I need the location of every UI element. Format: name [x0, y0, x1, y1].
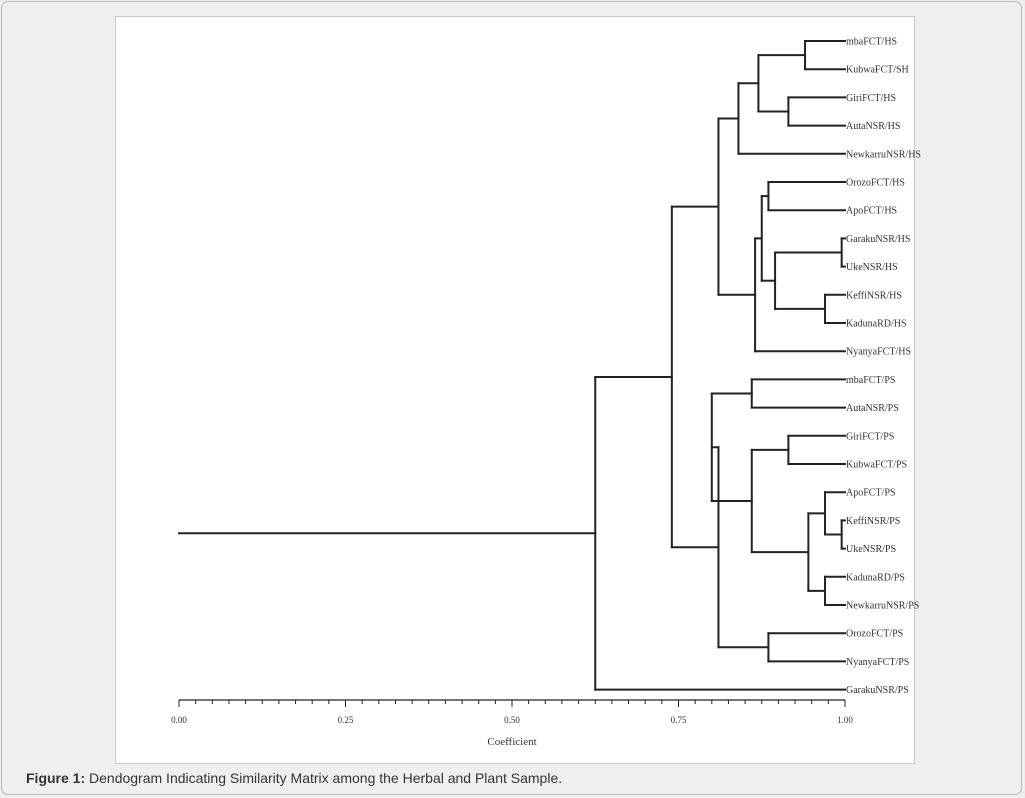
- x-axis-ticks: 0.00 0.25 0.50 0.75 1.00: [171, 700, 853, 725]
- plot-area: [115, 16, 915, 764]
- leaf-label: GiriFCT/PS: [846, 431, 894, 442]
- leaf-label: NyanyaFCT/HS: [846, 347, 911, 358]
- leaf-label: GarakuNSR/PS: [846, 685, 909, 696]
- tick-label: 0.25: [338, 715, 354, 725]
- leaf-label: GarakuNSR/HS: [846, 234, 910, 245]
- leaf-label: KadunaRD/HS: [846, 319, 907, 330]
- tick-label: 1.00: [837, 715, 853, 725]
- leaf-label: mbaFCT/HS: [846, 37, 897, 48]
- leaf-label: NewkarruNSR/PS: [846, 601, 919, 612]
- x-axis-title: Coefficient: [487, 736, 536, 748]
- tick-label: 0.50: [504, 715, 520, 725]
- leaf-label: NewkarruNSR/HS: [846, 149, 921, 160]
- leaf-label: KubwaFCT/SH: [846, 65, 909, 76]
- x-axis: 0.00 0.25 0.50 0.75 1.00 Coefficient: [171, 699, 853, 748]
- leaf-label: ApoFCT/HS: [846, 206, 897, 217]
- leaf-label: NyanyaFCT/PS: [846, 657, 909, 668]
- leaf-label: ApoFCT/PS: [846, 488, 895, 499]
- leaf-label: mbaFCT/PS: [846, 375, 895, 386]
- leaf-label: OrozoFCT/PS: [846, 629, 903, 640]
- tick-label: 0.00: [171, 715, 187, 725]
- leaf-label: AutaNSR/PS: [846, 403, 899, 414]
- leaf-label: UkeNSR/PS: [846, 544, 896, 555]
- figure-caption: Figure 1: Dendogram Indicating Similarit…: [26, 770, 562, 786]
- leaf-label: KubwaFCT/PS: [846, 460, 907, 471]
- leaf-label: OrozoFCT/HS: [846, 178, 905, 189]
- leaf-label: UkeNSR/HS: [846, 262, 898, 273]
- leaf-label: KeffiNSR/HS: [846, 290, 902, 301]
- leaf-label: AutaNSR/HS: [846, 121, 900, 132]
- leaf-label: KeffiNSR/PS: [846, 516, 900, 527]
- leaf-label: KadunaRD/PS: [846, 572, 905, 583]
- tick-label: 0.75: [671, 715, 687, 725]
- leaf-labels: mbaFCT/HS KubwaFCT/SH GiriFCT/HS AutaNSR/HS…: [846, 37, 921, 697]
- figure-label: Figure 1:: [26, 770, 86, 786]
- figure-caption-text: Dendogram Indicating Similarity Matrix a…: [85, 770, 563, 786]
- leaf-label: GiriFCT/HS: [846, 93, 896, 104]
- dendrogram-links: [178, 40, 846, 691]
